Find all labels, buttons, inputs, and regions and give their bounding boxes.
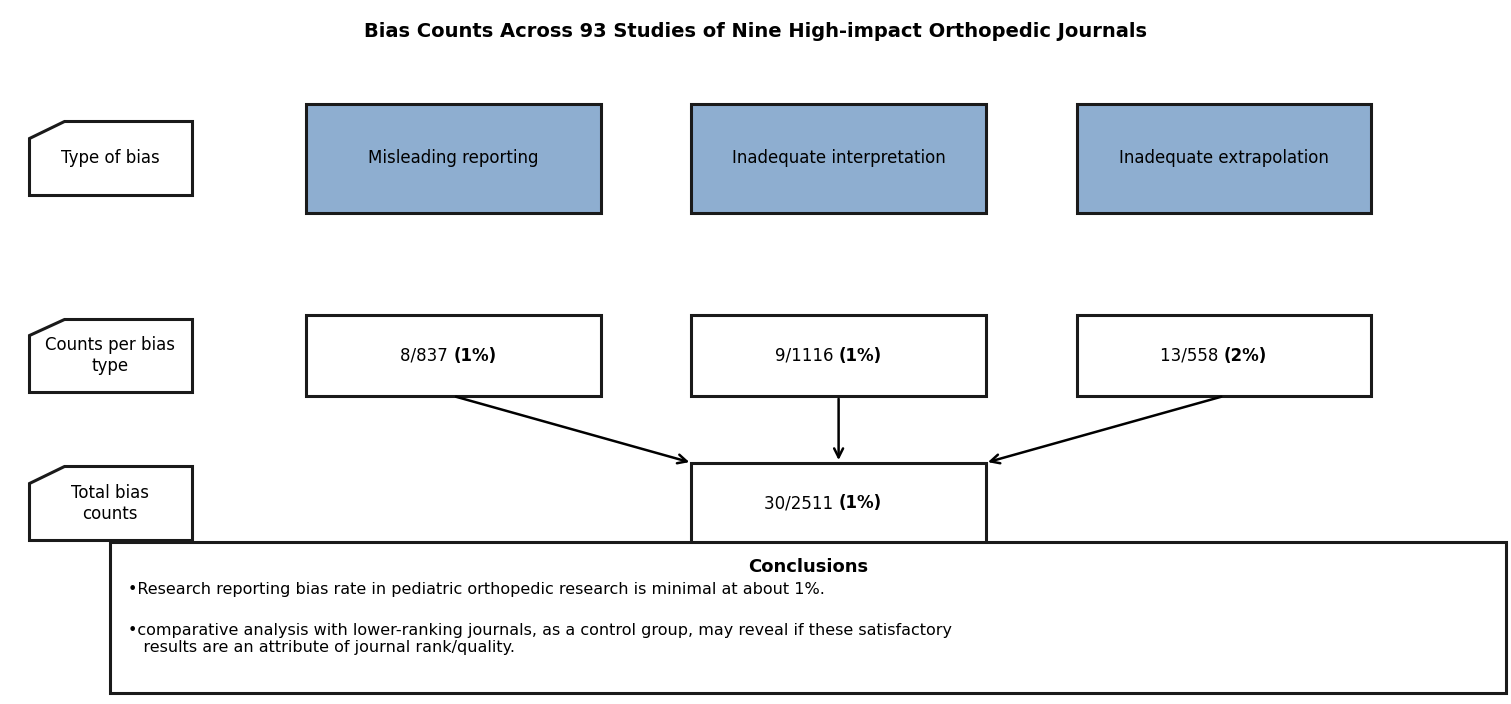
Text: Conclusions: Conclusions [748,558,869,577]
Text: Misleading reporting: Misleading reporting [369,149,538,168]
Bar [110,542,1506,693]
Text: 13/558: 13/558 [1160,346,1224,365]
Text: Type of bias: Type of bias [60,149,160,168]
Text: (2%): (2%) [1224,346,1268,365]
Text: (1%): (1%) [453,346,497,365]
Text: •Research reporting bias rate in pediatric orthopedic research is minimal at abo: •Research reporting bias rate in pediatr… [128,582,825,597]
Bar [305,103,600,213]
Text: (1%): (1%) [839,494,882,513]
Bar [1076,103,1372,213]
Text: Inadequate extrapolation: Inadequate extrapolation [1120,149,1328,168]
Bar [692,463,987,543]
Text: Inadequate interpretation: Inadequate interpretation [731,149,946,168]
Bar [692,103,987,213]
Text: Bias Counts Across 93 Studies of Nine High-impact Orthopedic Journals: Bias Counts Across 93 Studies of Nine Hi… [364,23,1147,41]
Polygon shape [29,467,192,541]
Text: Counts per bias
type: Counts per bias type [45,336,175,375]
Bar [1076,315,1372,396]
Text: 8/837: 8/837 [400,346,453,365]
Text: (1%): (1%) [839,346,882,365]
Bar [305,315,600,396]
Text: 9/1116: 9/1116 [775,346,839,365]
Text: •comparative analysis with lower-ranking journals, as a control group, may revea: •comparative analysis with lower-ranking… [128,623,952,655]
Bar [692,315,987,396]
Text: Total bias
counts: Total bias counts [71,484,150,523]
Polygon shape [29,318,192,393]
Text: 30/2511: 30/2511 [765,494,839,513]
Polygon shape [29,121,192,195]
